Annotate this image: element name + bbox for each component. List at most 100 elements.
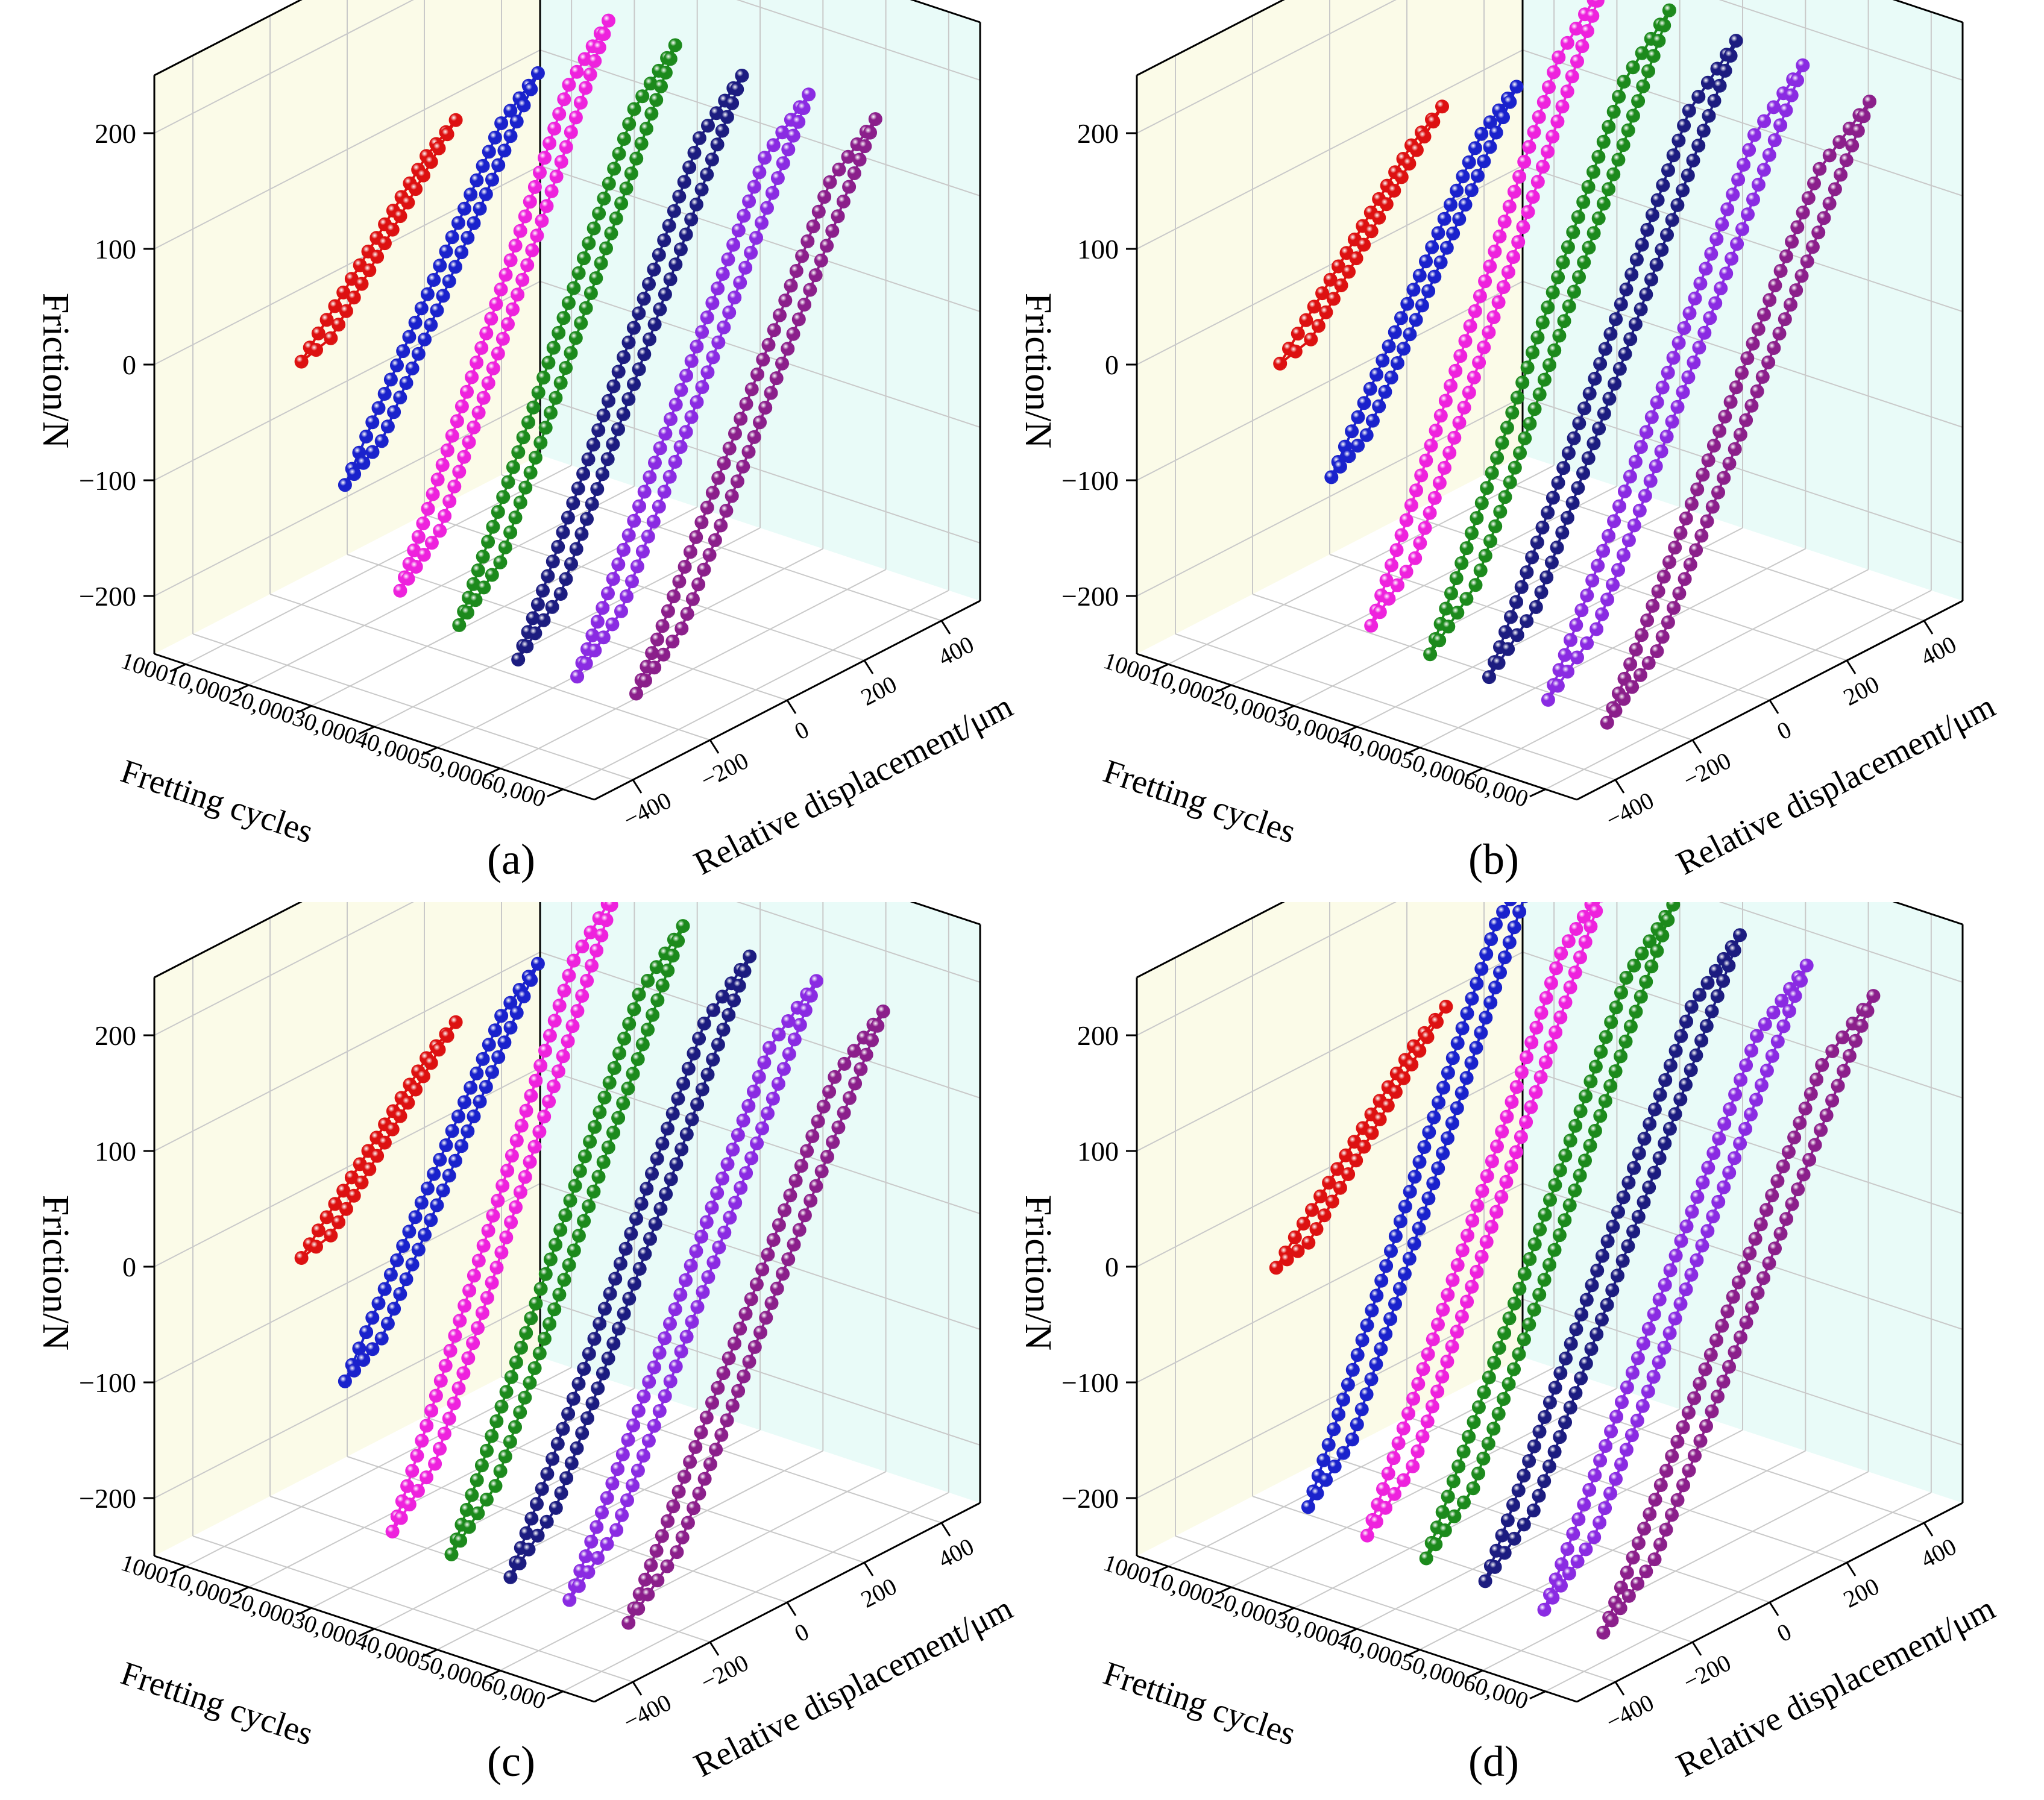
grid-line	[1136, 397, 1523, 597]
data-point	[1640, 613, 1655, 627]
data-point	[852, 152, 867, 167]
data-point	[319, 1210, 334, 1225]
data-point	[542, 1029, 557, 1043]
data-point	[876, 1004, 890, 1018]
data-point	[1598, 1094, 1612, 1108]
data-point	[599, 913, 614, 927]
data-point	[622, 117, 637, 131]
data-point	[770, 171, 785, 185]
data-point	[503, 253, 518, 268]
data-point	[1677, 118, 1691, 133]
data-point	[411, 1243, 426, 1257]
data-point	[1465, 991, 1479, 1006]
data-point	[535, 1482, 549, 1496]
data-point	[1603, 1486, 1617, 1501]
data-point	[1543, 1193, 1557, 1207]
data-point	[1578, 935, 1593, 949]
data-point	[1441, 619, 1456, 634]
data-point	[581, 452, 596, 466]
data-point	[1479, 1235, 1494, 1249]
data-point	[405, 361, 420, 375]
data-point	[1641, 656, 1656, 670]
data-point	[642, 1375, 656, 1389]
data-point	[294, 1251, 309, 1265]
grid-line	[154, 902, 414, 1036]
z-tick-label: 0	[1105, 350, 1119, 380]
data-point	[319, 313, 334, 327]
data-point	[1647, 1102, 1662, 1117]
data-point	[1608, 1064, 1623, 1079]
data-point	[454, 399, 469, 413]
data-point	[591, 1551, 605, 1565]
series-30,000	[1423, 3, 1676, 662]
data-point	[1676, 183, 1690, 198]
chart-b: −200−1000100200Friction/N100010,00020,00…	[1017, 0, 2001, 883]
data-point	[576, 466, 591, 481]
data-point	[1482, 325, 1496, 339]
data-point	[1341, 1378, 1355, 1392]
data-point	[1514, 1065, 1529, 1079]
data-point	[1503, 475, 1517, 489]
data-point	[1822, 196, 1837, 211]
data-point	[1655, 243, 1669, 257]
data-point	[712, 1240, 726, 1255]
data-point	[347, 290, 361, 305]
data-point	[1535, 315, 1550, 330]
y-tick	[1691, 739, 1702, 754]
data-point	[1536, 160, 1550, 174]
data-point	[1710, 989, 1725, 1003]
data-point	[1755, 369, 1770, 384]
data-point	[837, 1056, 852, 1071]
data-point	[648, 456, 662, 470]
data-point	[435, 458, 450, 472]
data-point	[661, 1121, 675, 1136]
data-point	[503, 525, 518, 539]
data-point	[359, 429, 374, 444]
data-point	[1550, 541, 1564, 555]
data-point	[1751, 177, 1766, 192]
data-point	[1661, 615, 1675, 630]
data-point	[1390, 356, 1404, 370]
data-point	[1566, 1526, 1580, 1541]
data-point	[611, 557, 626, 571]
data-point	[764, 386, 778, 400]
data-point	[666, 1499, 681, 1514]
data-point	[1759, 1203, 1773, 1217]
data-point	[564, 125, 578, 139]
y-tick-label: −400	[619, 786, 676, 833]
data-point	[1564, 633, 1577, 647]
data-point	[679, 425, 693, 439]
data-point	[699, 1410, 714, 1425]
data-point	[1435, 1505, 1450, 1519]
data-point	[499, 1385, 514, 1399]
z-axis-title: Friction/N	[35, 293, 76, 448]
data-point	[1438, 460, 1451, 475]
panel-label: (b)	[1468, 835, 1519, 883]
data-point	[489, 297, 503, 312]
data-point	[1432, 633, 1447, 648]
data-point	[551, 539, 565, 554]
data-point	[470, 356, 484, 370]
data-point	[1316, 1453, 1331, 1467]
data-point	[1626, 108, 1640, 123]
axis-edge	[1136, 0, 1285, 77]
data-point	[1445, 1340, 1459, 1353]
data-point	[611, 1462, 625, 1476]
data-point	[624, 166, 638, 181]
data-point	[1544, 555, 1559, 569]
data-point	[491, 158, 506, 172]
data-point	[1558, 1415, 1572, 1429]
data-point	[1641, 64, 1655, 78]
data-point	[1586, 436, 1601, 451]
data-point	[1415, 298, 1429, 313]
data-point	[1655, 630, 1670, 644]
data-point	[1307, 299, 1321, 314]
data-point	[772, 1027, 786, 1042]
data-point	[1527, 1439, 1541, 1453]
data-point	[1486, 310, 1501, 324]
data-point	[1410, 1444, 1425, 1458]
data-point	[632, 1262, 647, 1276]
data-point	[1681, 1405, 1696, 1420]
data-point	[438, 1358, 453, 1373]
data-point	[1646, 49, 1661, 63]
